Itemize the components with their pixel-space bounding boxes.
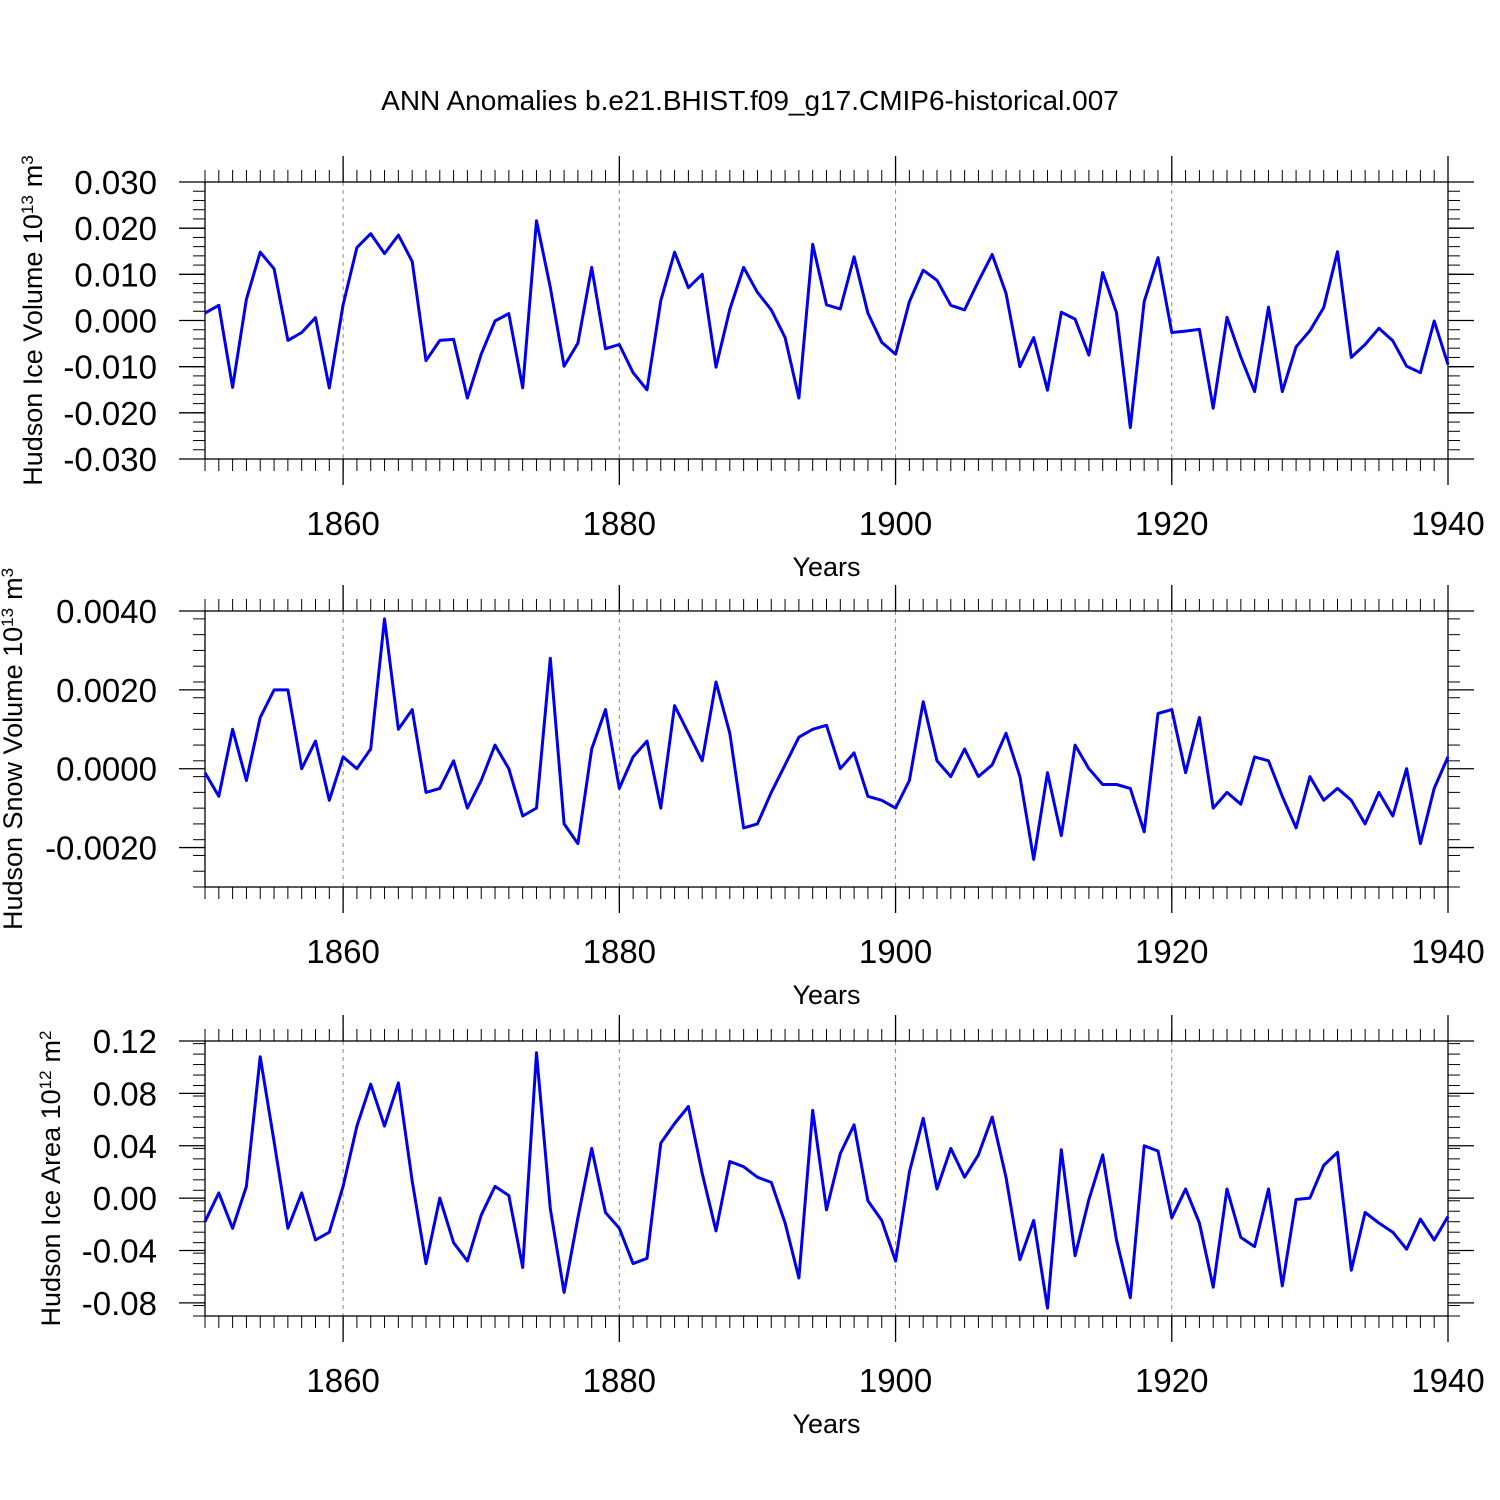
figure-title: ANN Anomalies b.e21.BHIST.f09_g17.CMIP6-… <box>381 85 1119 116</box>
x-tick-label: 1880 <box>583 505 656 542</box>
y-tick-label: 0.00 <box>93 1180 157 1217</box>
x-tick-label: 1860 <box>306 505 379 542</box>
x-axis-label: Years <box>792 980 860 1010</box>
x-tick-label: 1920 <box>1135 505 1208 542</box>
plot-frame <box>204 610 1449 888</box>
panels: 1860 1880 1900 1920 1940 Years -0.030 -0.020 -0.… <box>0 155 1485 1439</box>
y-axis-label: Hudson Snow Volume 1013 m3 <box>0 568 28 930</box>
plot-frame <box>204 181 1449 460</box>
x-axis-label: Years <box>792 1409 860 1439</box>
y-axis-label-unit: m <box>18 165 48 188</box>
y-tick-label: -0.010 <box>63 349 157 386</box>
y-tick-label: -0.08 <box>82 1285 157 1322</box>
y-axis-label-unit-exponent: 3 <box>0 568 17 577</box>
x-tick-label: 1900 <box>859 505 932 542</box>
y-tick-label: 0.0000 <box>56 751 157 788</box>
y-axis-label: Hudson Ice Area 1012 m2 <box>36 1030 67 1326</box>
plot-frame <box>204 1040 1449 1317</box>
y-tick-label: 0.08 <box>93 1075 157 1112</box>
x-tick-label: 1920 <box>1135 1362 1208 1399</box>
series-line <box>203 617 1450 861</box>
y-tick-label: 0.0040 <box>56 593 157 630</box>
y-axis-label-exponent: 13 <box>18 195 37 214</box>
y-axis-label-text: Hudson Ice Area 10 <box>36 1089 66 1326</box>
y-axis-label-exponent: 12 <box>36 1070 55 1089</box>
y-tick-label: -0.030 <box>63 441 157 478</box>
y-tick-label: -0.020 <box>63 395 157 432</box>
x-tick-label: 1900 <box>859 1362 932 1399</box>
x-tick-label: 1900 <box>859 933 932 970</box>
x-tick-label: 1940 <box>1411 933 1484 970</box>
y-axis-label: Hudson Ice Volume 1013 m3 <box>18 155 49 486</box>
y-tick-label: 0.04 <box>93 1128 157 1165</box>
x-tick-label: 1880 <box>583 1362 656 1399</box>
panel-3: 1860 1880 1900 1920 1940 Years -0.08 -0.04 0.00 0… <box>36 1015 1485 1439</box>
y-axis-label-text: Hudson Snow Volume 10 <box>0 627 28 930</box>
y-tick-label: -0.0020 <box>45 830 157 867</box>
panel-1: 1860 1880 1900 1920 1940 Years -0.030 -0.020 -0.… <box>18 155 1485 582</box>
panel-2: 1860 1880 1900 1920 1940 Years -0.0020 0.0000 0.… <box>0 568 1485 1010</box>
x-tick-label: 1880 <box>583 933 656 970</box>
y-tick-label: 0.000 <box>74 303 157 340</box>
x-tick-label: 1940 <box>1411 1362 1484 1399</box>
series-line <box>204 219 1450 430</box>
y-tick-label: 0.12 <box>93 1023 157 1060</box>
x-tick-label: 1860 <box>306 1362 379 1399</box>
y-axis-label-unit-exponent: 3 <box>18 155 37 164</box>
y-axis-label-unit: m <box>0 577 28 600</box>
x-tick-label: 1920 <box>1135 933 1208 970</box>
y-tick-label: 0.030 <box>74 164 157 201</box>
y-axis-label-unit: m <box>36 1040 66 1063</box>
y-tick-label: -0.04 <box>82 1233 157 1270</box>
y-axis-label-unit-exponent: 2 <box>36 1030 55 1039</box>
y-axis-label-exponent: 13 <box>0 608 17 627</box>
y-tick-label: 0.010 <box>74 256 157 293</box>
x-tick-label: 1940 <box>1411 505 1484 542</box>
y-tick-label: 0.020 <box>74 210 157 247</box>
x-axis-label: Years <box>792 552 860 582</box>
y-axis-label-text: Hudson Ice Volume 10 <box>18 214 48 486</box>
x-tick-label: 1860 <box>306 933 379 970</box>
y-tick-label: 0.0020 <box>56 672 157 709</box>
series-line <box>203 1051 1450 1310</box>
